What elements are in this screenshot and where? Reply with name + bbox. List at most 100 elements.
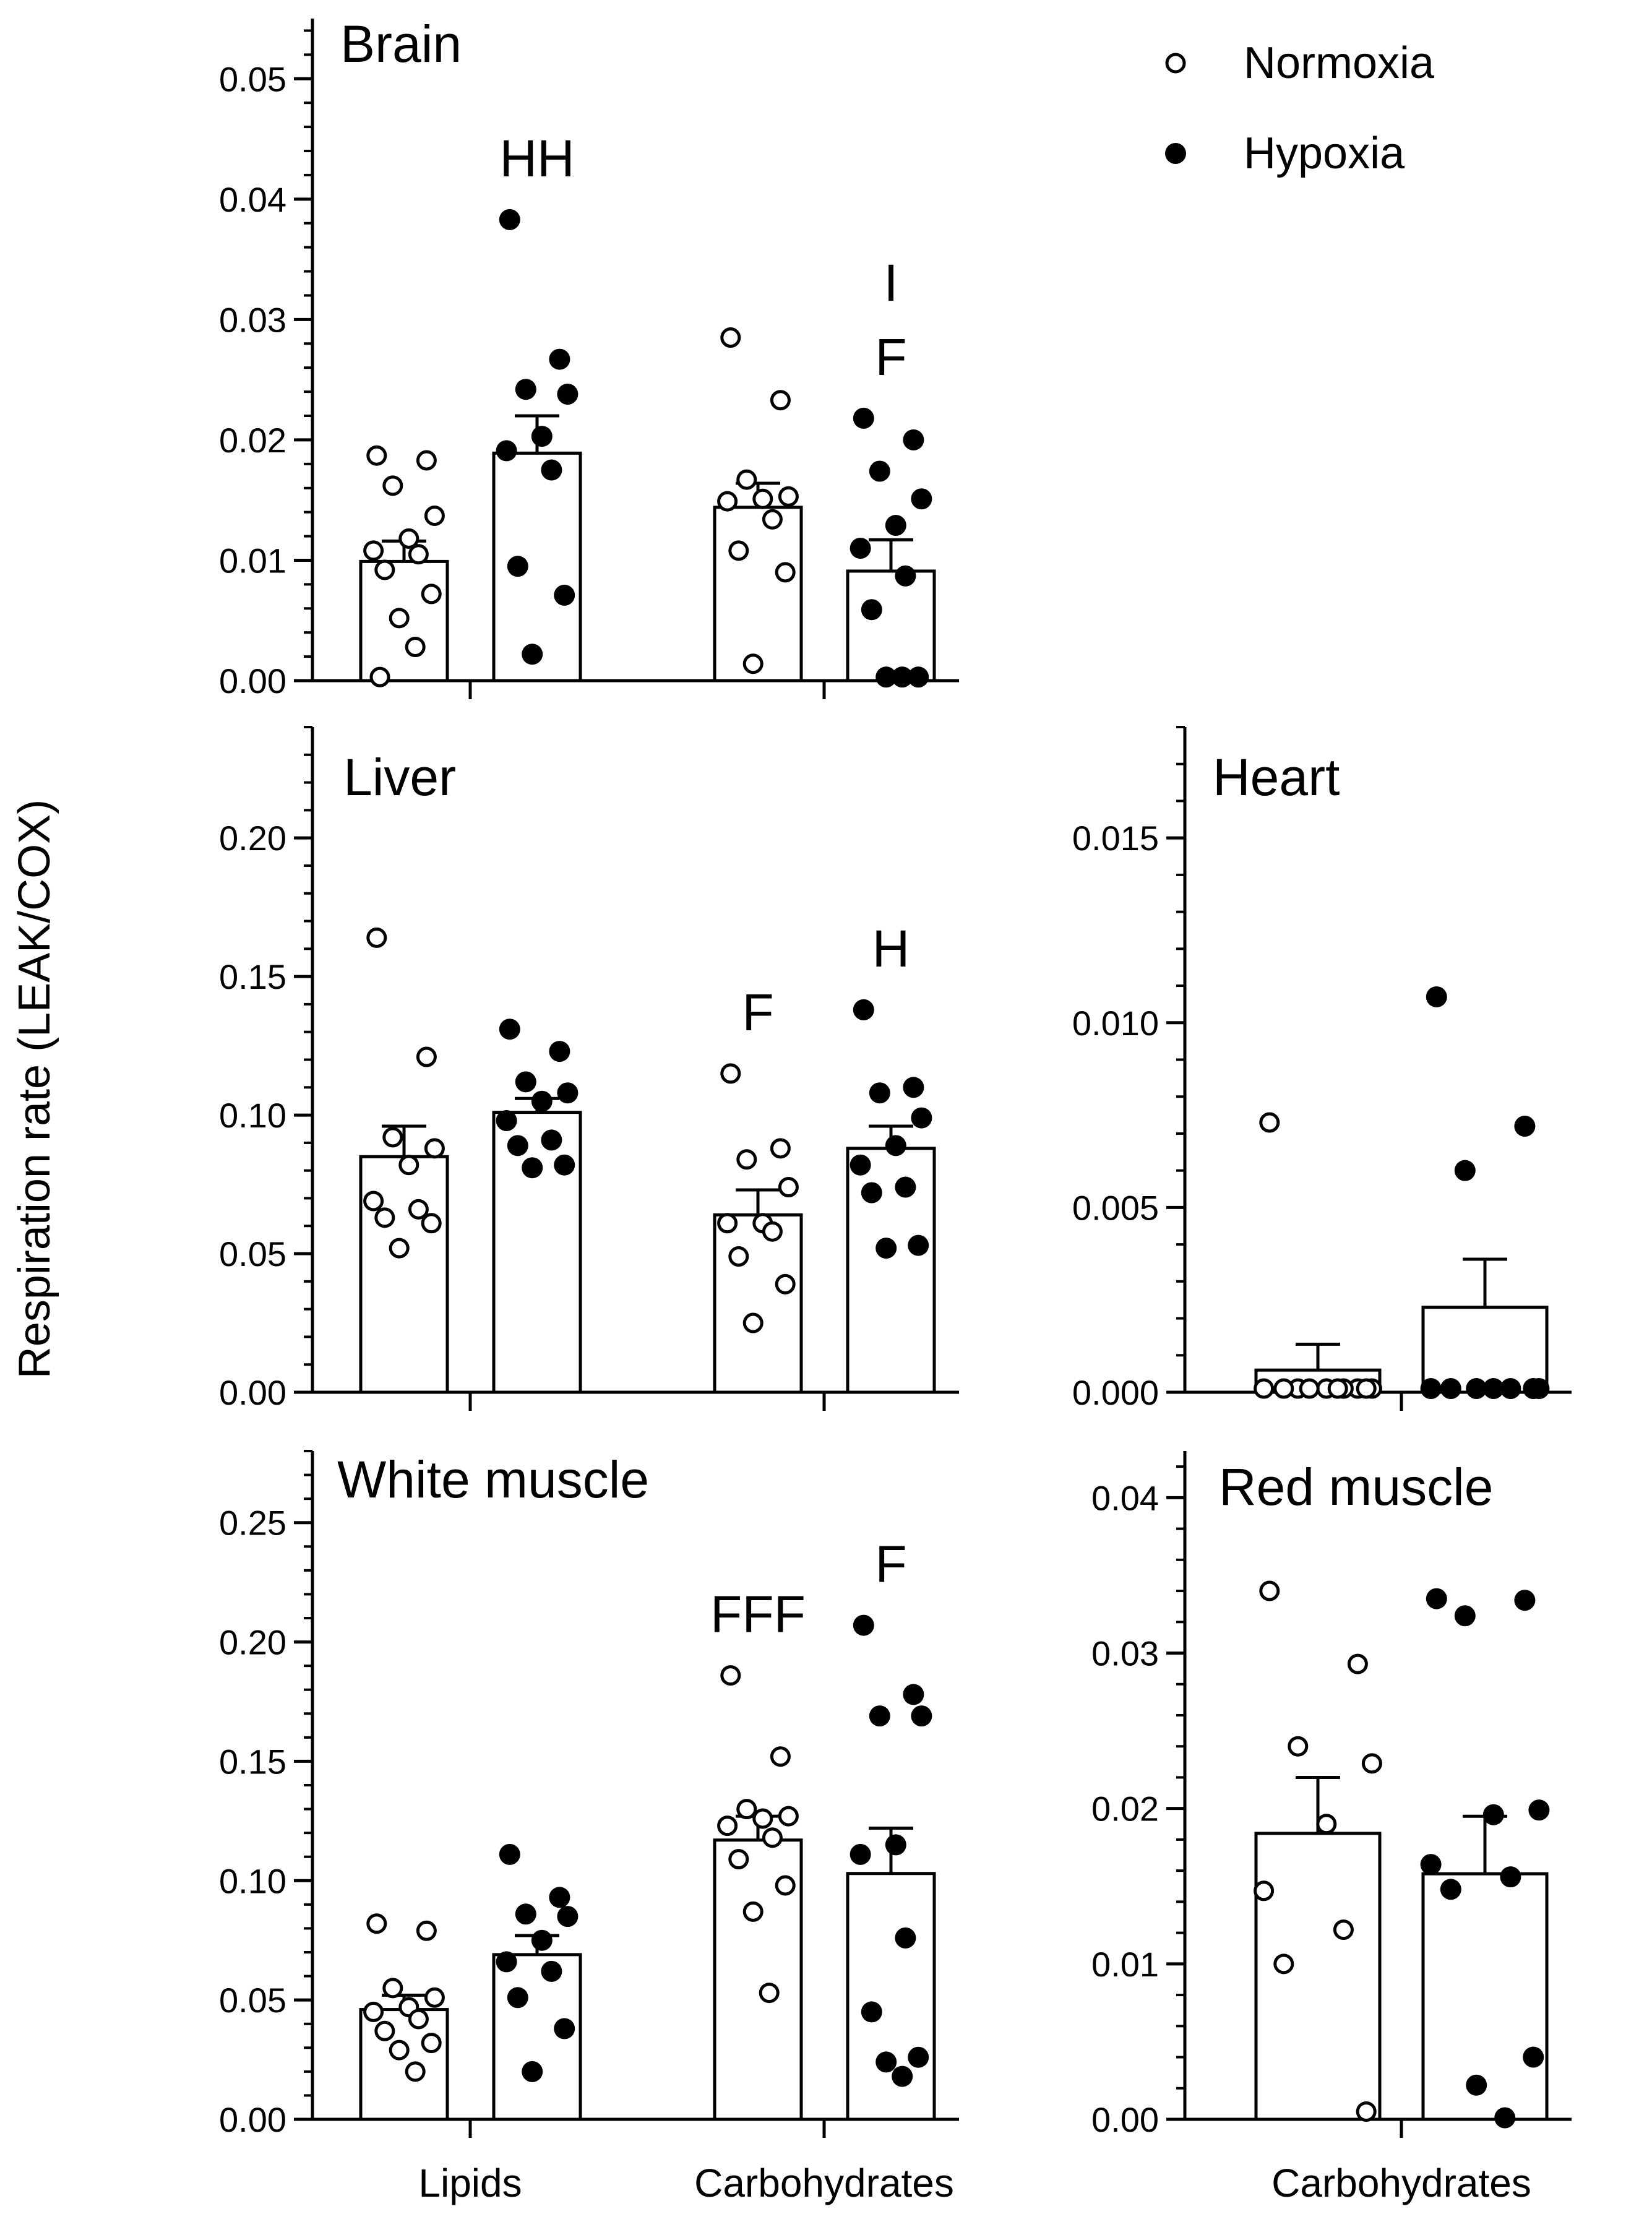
data-point-normoxia <box>416 1046 437 1067</box>
data-point-hypoxia <box>1500 1378 1521 1400</box>
data-point-hypoxia <box>549 1041 570 1062</box>
data-point-normoxia <box>720 327 741 348</box>
significance-annotation: HH <box>499 129 574 187</box>
data-point-normoxia <box>728 1849 749 1870</box>
data-point-normoxia <box>770 1746 791 1767</box>
data-point-normoxia <box>389 1238 410 1259</box>
significance-annotation: FFF <box>710 1585 806 1643</box>
y-tick-label: 0.15 <box>219 1742 286 1781</box>
y-tick-label: 0.015 <box>1072 819 1159 858</box>
y-tick-label: 0.25 <box>219 1504 286 1543</box>
data-point-normoxia <box>1273 1378 1294 1399</box>
data-point-hypoxia <box>1514 1116 1536 1137</box>
data-point-normoxia <box>366 1913 387 1934</box>
data-point-normoxia <box>728 1246 749 1267</box>
data-point-hypoxia <box>1426 986 1447 1007</box>
data-point-normoxia <box>762 1221 783 1242</box>
data-point-normoxia <box>775 562 796 583</box>
y-tick-label: 0.00 <box>1091 2100 1159 2139</box>
data-point-hypoxia <box>869 460 890 482</box>
y-tick-label: 0.01 <box>219 541 286 580</box>
data-point-normoxia <box>363 1191 384 1212</box>
data-point-normoxia <box>389 2040 410 2061</box>
panel-red-muscle: Red muscle 0.00 0.01 0.02 0.03 0.04 Carbohydra… <box>1091 1451 1572 2205</box>
data-point-hypoxia <box>875 666 897 688</box>
data-point-hypoxia <box>911 1705 932 1727</box>
data-point-hypoxia <box>850 1843 871 1865</box>
data-point-normoxia <box>778 1177 799 1198</box>
data-point-hypoxia <box>507 556 528 577</box>
data-point-normoxia <box>1259 1580 1280 1601</box>
data-point-normoxia <box>398 1155 419 1176</box>
data-point-hypoxia <box>541 1960 562 1982</box>
legend: Normoxia Hypoxia <box>1165 38 1435 178</box>
y-tick-label: 0.10 <box>219 1096 286 1135</box>
panel-title: Heart <box>1213 748 1340 806</box>
data-point-hypoxia <box>522 2061 543 2082</box>
panel-title: White muscle <box>337 1450 649 1509</box>
y-tick-label: 0.03 <box>1091 1634 1159 1673</box>
bar-normoxia <box>713 1213 803 1394</box>
data-point-normoxia <box>1288 1736 1309 1757</box>
data-point-hypoxia <box>499 209 520 230</box>
data-point-hypoxia <box>549 1887 570 1908</box>
data-point-hypoxia <box>850 1154 871 1176</box>
data-point-hypoxia <box>499 1843 520 1865</box>
y-tick-label: 0.02 <box>1091 1790 1159 1828</box>
data-point-hypoxia <box>557 1082 579 1104</box>
data-point-hypoxia <box>541 459 562 481</box>
data-point-hypoxia <box>1454 1605 1476 1627</box>
y-tick-label: 0.02 <box>219 421 286 460</box>
y-axis-label: Respiration rate (LEAK/COX) <box>10 799 59 1379</box>
data-point-normoxia <box>382 1127 403 1148</box>
data-point-hypoxia <box>895 1927 916 1949</box>
data-point-hypoxia <box>1514 1590 1536 1611</box>
data-point-hypoxia <box>853 407 874 429</box>
bar-hypoxia <box>1421 1306 1549 1394</box>
data-point-normoxia <box>405 637 426 658</box>
y-tick-label: 0.10 <box>219 1861 286 1900</box>
data-point-normoxia <box>374 2020 395 2041</box>
panel-heart: Heart 0.000 0.005 0.010 0.015 <box>1072 726 1572 1412</box>
y-tick-label: 0.03 <box>219 300 286 339</box>
data-point-hypoxia <box>554 1154 575 1176</box>
data-point-normoxia <box>398 528 419 549</box>
data-point-normoxia <box>717 1816 738 1837</box>
data-point-normoxia <box>369 666 390 687</box>
data-point-normoxia <box>1273 1953 1294 1975</box>
data-point-hypoxia <box>1466 1378 1487 1400</box>
data-point-normoxia <box>382 475 403 496</box>
bar-normoxia <box>359 2008 449 2121</box>
data-point-normoxia <box>421 584 442 605</box>
data-point-hypoxia <box>875 1238 897 1259</box>
data-point-hypoxia <box>861 1182 882 1204</box>
data-point-hypoxia <box>892 666 913 688</box>
data-point-normoxia <box>421 1213 442 1234</box>
data-point-hypoxia <box>554 584 575 606</box>
data-point-hypoxia <box>1523 1378 1544 1400</box>
data-point-hypoxia <box>869 1082 890 1104</box>
y-tick-label: 0.010 <box>1072 1004 1159 1043</box>
data-point-normoxia <box>366 445 387 466</box>
data-point-normoxia <box>736 1149 757 1170</box>
data-point-normoxia <box>366 927 387 948</box>
data-point-normoxia <box>762 509 783 530</box>
data-point-hypoxia <box>908 1234 929 1256</box>
y-tick-label: 0.15 <box>219 957 286 996</box>
data-point-hypoxia <box>531 1929 553 1951</box>
data-point-hypoxia <box>908 666 929 688</box>
data-point-hypoxia <box>895 1176 916 1198</box>
data-point-normoxia <box>742 1901 764 1922</box>
data-point-hypoxia <box>1440 1378 1461 1400</box>
data-point-hypoxia <box>557 383 579 405</box>
data-point-normoxia <box>1327 1378 1348 1399</box>
data-point-hypoxia <box>1420 1854 1442 1876</box>
legend-hypoxia-label: Hypoxia <box>1244 129 1405 178</box>
data-point-hypoxia <box>1482 1804 1504 1825</box>
data-point-normoxia <box>778 1806 799 1827</box>
data-point-hypoxia <box>1494 2107 1516 2129</box>
y-tick-label: 0.04 <box>219 180 286 219</box>
data-point-hypoxia <box>1426 1588 1447 1609</box>
data-point-hypoxia <box>850 538 871 559</box>
data-point-normoxia <box>1299 1378 1320 1399</box>
